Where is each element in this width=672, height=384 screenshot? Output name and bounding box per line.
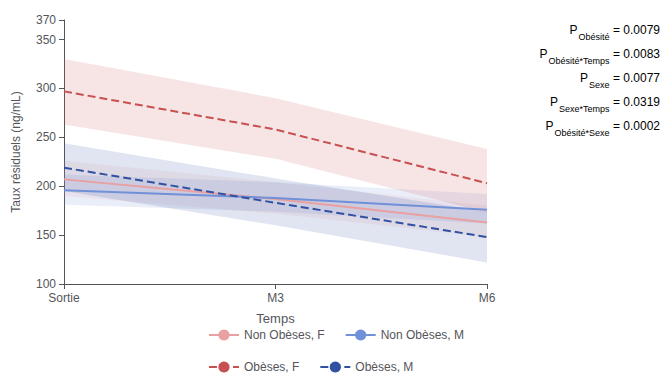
svg-text:Sortie: Sortie: [48, 291, 80, 305]
svg-text:P: P: [550, 95, 558, 109]
svg-text:= 0.0319: = 0.0319: [610, 95, 661, 109]
svg-text:Non Obèses, F: Non Obèses, F: [244, 328, 325, 342]
svg-text:M6: M6: [479, 291, 496, 305]
svg-text:P: P: [570, 23, 578, 37]
svg-text:250: 250: [36, 130, 56, 144]
svg-text:350: 350: [36, 33, 56, 47]
svg-text:150: 150: [36, 228, 56, 242]
svg-text:Obésité: Obésité: [579, 32, 610, 42]
svg-text:P: P: [580, 71, 588, 85]
svg-text:300: 300: [36, 81, 56, 95]
svg-text:= 0.0077: = 0.0077: [610, 71, 661, 85]
svg-text:Non Obèses, M: Non Obèses, M: [381, 328, 464, 342]
svg-text:= 0.0079: = 0.0079: [610, 23, 661, 37]
svg-text:Sexe*Temps: Sexe*Temps: [559, 104, 610, 114]
svg-text:Obésité*Temps: Obésité*Temps: [549, 56, 611, 66]
svg-text:370: 370: [36, 13, 56, 27]
svg-text:P: P: [540, 47, 548, 61]
svg-text:= 0.0002: = 0.0002: [610, 119, 661, 133]
svg-text:Obésité*Sexe: Obésité*Sexe: [555, 128, 610, 138]
svg-text:M3: M3: [267, 291, 284, 305]
svg-text:200: 200: [36, 179, 56, 193]
svg-text:Obèses, F: Obèses, F: [244, 360, 299, 374]
svg-text:Obèses, M: Obèses, M: [355, 360, 413, 374]
svg-text:Sexe: Sexe: [589, 80, 610, 90]
svg-text:P: P: [546, 119, 554, 133]
svg-text:= 0.0083: = 0.0083: [610, 47, 661, 61]
svg-text:Taux résiduels (ng/mL): Taux résiduels (ng/mL): [9, 91, 23, 212]
svg-text:100: 100: [36, 277, 56, 291]
svg-text:Temps: Temps: [256, 311, 295, 326]
